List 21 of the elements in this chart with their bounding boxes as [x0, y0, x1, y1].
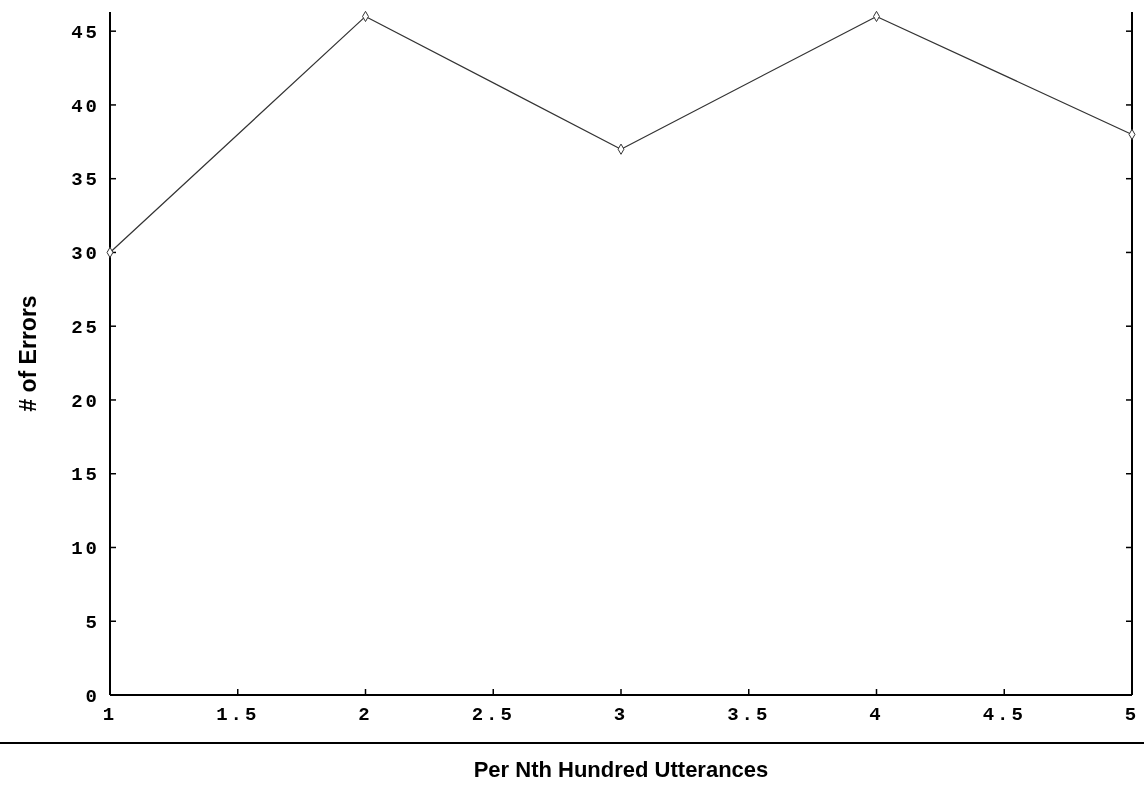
y-tick-label: 10 [71, 538, 100, 561]
y-tick-label: 45 [71, 21, 100, 44]
y-tick-label: 25 [71, 316, 100, 339]
y-tick-label: 15 [71, 464, 100, 487]
y-tick-label: 20 [71, 390, 100, 413]
y-tick-label: 30 [71, 243, 100, 266]
x-tick-label: 1 [102, 704, 118, 726]
x-tick-label: 3 [613, 704, 629, 726]
x-tick-label: 4.5 [982, 704, 1026, 726]
x-tick-label: 4 [869, 704, 884, 726]
x-tick-label: 5 [1124, 704, 1140, 726]
y-tick-label: 35 [71, 169, 100, 192]
x-tick-label: 2.5 [471, 704, 515, 726]
y-tick-label: 5 [85, 611, 100, 634]
y-tick-label: 0 [85, 685, 100, 708]
x-tick-label: 2 [358, 704, 373, 726]
x-tick-label: 1.5 [216, 704, 260, 726]
x-tick-label: 3.5 [727, 704, 771, 726]
y-tick-label: 40 [71, 95, 100, 118]
x-axis-title: Per Nth Hundred Utterances [473, 757, 769, 782]
y-axis-title: # of Errors [15, 295, 41, 412]
